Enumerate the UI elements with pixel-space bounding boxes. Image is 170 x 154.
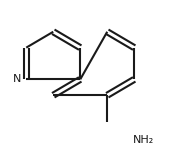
Text: NH₂: NH₂ <box>133 135 154 145</box>
Text: N: N <box>13 74 21 84</box>
